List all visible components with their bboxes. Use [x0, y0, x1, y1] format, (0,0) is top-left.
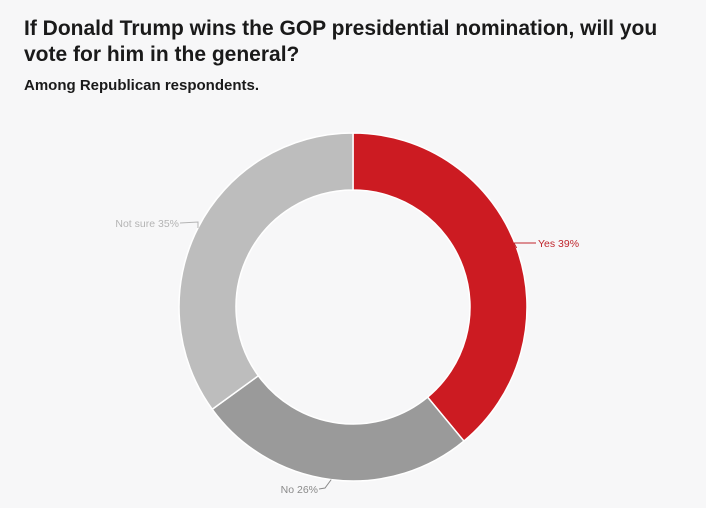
donut-slices [178, 132, 528, 482]
slice-yes [352, 132, 528, 443]
donut-labels: Yes 39% No 26% Not sure 35% [115, 218, 579, 496]
connector-not-sure [179, 221, 199, 229]
data-label-yes: Yes 39% [538, 238, 579, 250]
slice-not-sure [178, 132, 354, 411]
connector-no [318, 479, 332, 490]
data-label-not-sure: Not sure 35% [115, 218, 179, 230]
chart-title: If Donald Trump wins the GOP presidentia… [24, 17, 658, 66]
data-label-no: No 26% [281, 484, 318, 496]
slice-no [211, 374, 465, 482]
chart-subtitle: Among Republican respondents. [24, 77, 260, 94]
connector-yes [513, 242, 536, 249]
